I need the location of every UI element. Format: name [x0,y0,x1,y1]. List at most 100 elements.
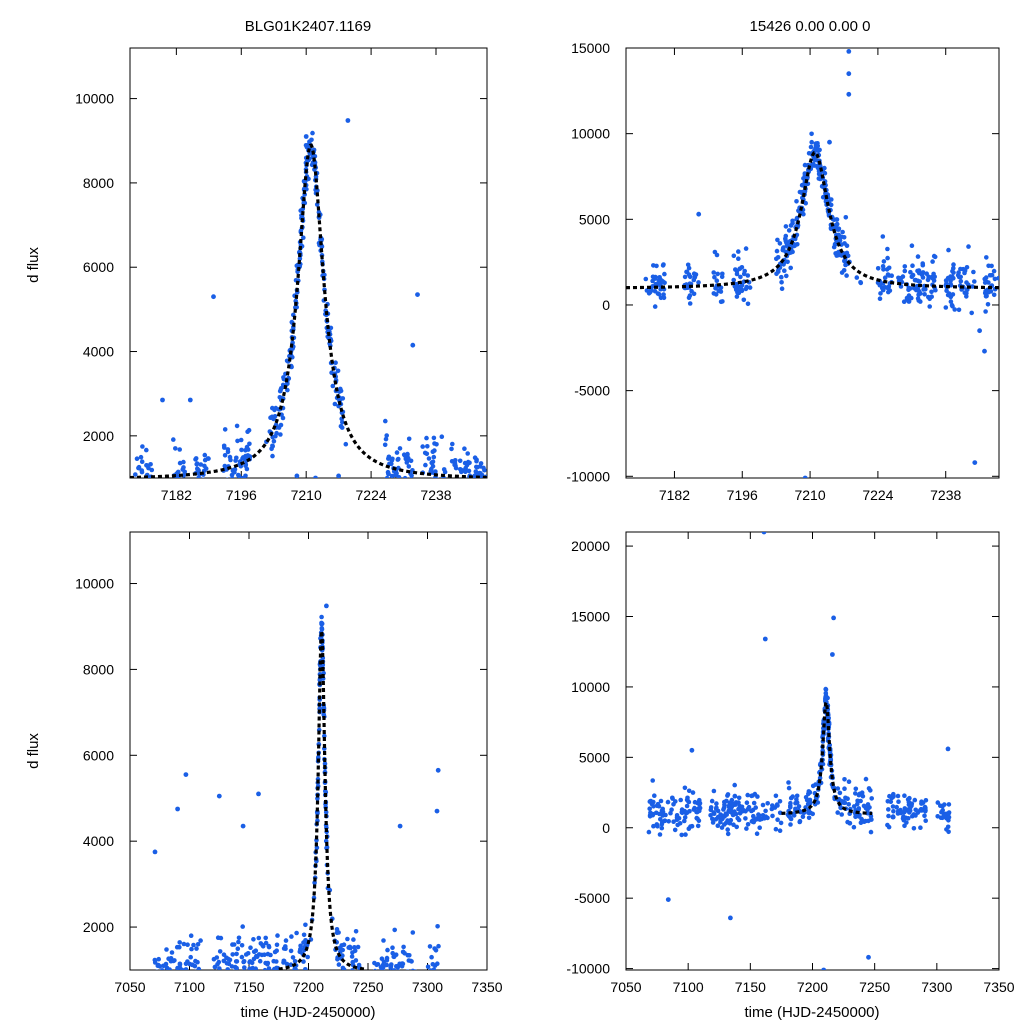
x-tick-label: 7050 [610,979,641,995]
data-point [732,793,738,799]
x-axis-label-right: time (HJD-2450000) [744,1004,879,1021]
data-point [682,274,688,280]
data-point [467,482,472,487]
data-point [659,825,665,831]
data-point [773,793,779,799]
data-point [174,480,179,485]
data-point [989,272,995,278]
outlier-point [821,967,827,970]
data-point [235,946,241,951]
data-point [436,477,440,478]
data-point [155,975,160,980]
data-point [256,935,262,941]
data-point [915,254,921,259]
data-point [395,973,400,978]
data-point [942,802,947,807]
data-point [389,473,395,478]
data-point [394,964,399,969]
data-point [449,446,454,452]
data-point [334,927,340,932]
data-point [451,497,456,502]
data-point [267,974,272,979]
data-point [135,489,140,494]
data-point [221,976,226,981]
data-point [451,486,456,491]
data-point [233,458,238,463]
data-point [219,975,224,980]
data-point [340,419,345,425]
y-tick-label: 20000 [571,538,610,554]
data-point [435,973,440,978]
data-point [402,475,408,478]
data-point [180,973,185,978]
data-point [783,224,789,229]
data-point [956,270,961,275]
data-point [198,938,203,943]
data-point [294,930,299,936]
panel-top-left: 7182 7196 7210 7224 7238 2000 4000 6000 8000 1000… [75,47,488,503]
data-point [945,824,951,830]
data-point [228,457,233,463]
data-point [935,800,941,805]
data-point [140,482,145,487]
data-point [169,950,175,955]
data-point [407,976,412,981]
data-point [272,949,278,955]
data-point [721,807,726,812]
data-point [152,970,157,975]
data-point [660,810,666,815]
y-tick-label: 4000 [83,833,114,849]
data-point [319,620,324,626]
data-point [396,969,400,970]
data-point [353,958,359,963]
y-tick-label: 15000 [571,609,610,625]
data-point [931,253,937,259]
data-point [912,277,918,283]
data-point [155,963,161,968]
data-point [160,969,162,970]
x-tick-label: 7350 [983,979,1014,995]
data-point [407,978,412,983]
data-point [390,993,395,998]
x-tick-label: 7250 [859,979,890,995]
plot-area [646,532,952,970]
y-tick-label: 0 [602,297,610,313]
data-point [338,424,344,429]
outlier-point [216,793,222,799]
data-point [429,954,434,960]
data-point [350,968,355,970]
data-point [396,483,401,488]
data-point [439,434,445,440]
data-point [829,197,834,202]
outlier-point [160,397,165,403]
data-point [919,272,925,278]
data-point [243,952,249,957]
x-tick-label: 7200 [797,979,828,995]
data-point [713,286,718,291]
data-point [647,806,652,811]
data-point [167,977,172,982]
data-point [923,818,928,823]
data-point [895,808,901,814]
data-point [855,801,860,807]
data-point [731,822,736,827]
data-point [396,456,401,462]
data-point [147,487,152,492]
data-point [452,488,457,493]
data-point [743,286,749,292]
data-point [686,826,692,831]
data-point [731,277,736,283]
outlier-point [336,473,341,478]
figure-title-right: 15426 0.00 0.00 0 [750,18,871,35]
data-point [788,815,793,821]
data-point [450,441,455,447]
data-point [156,975,161,980]
data-point [202,452,208,458]
data-point [402,982,407,987]
data-point [297,256,303,261]
data-point [406,455,411,461]
data-point [812,157,818,163]
data-point [950,269,955,274]
data-point [653,274,658,280]
data-point [386,454,392,460]
